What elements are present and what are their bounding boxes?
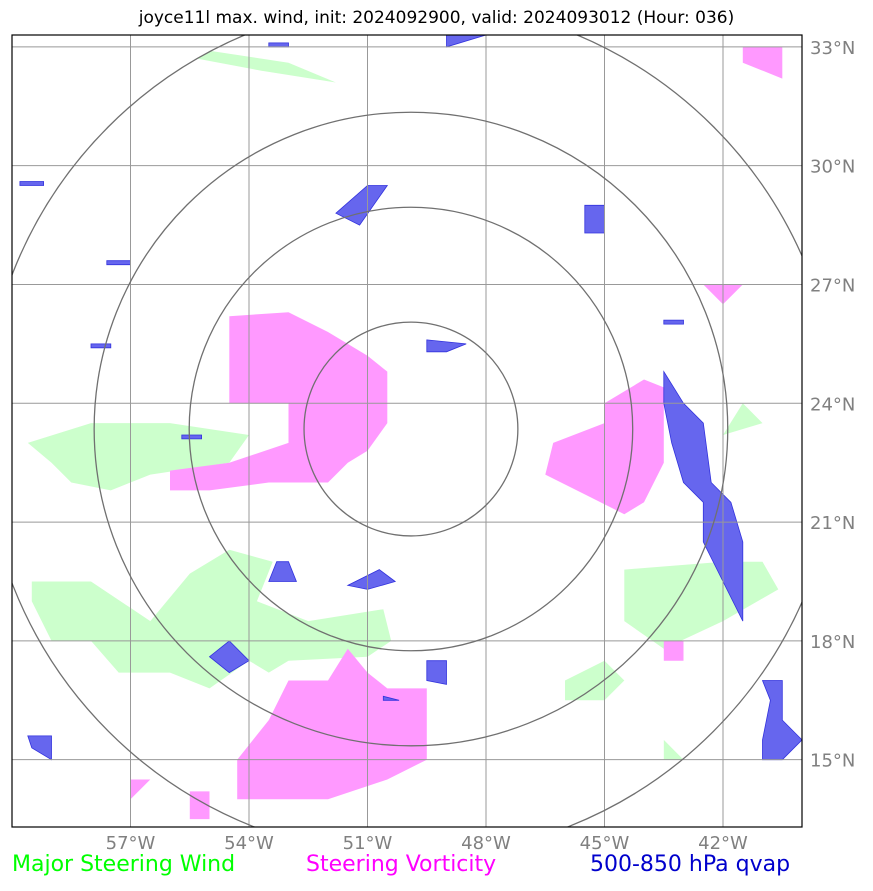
layer-3-patch [268,42,289,48]
layer-1-patch [663,739,684,760]
lon-tick-label: 45°W [580,833,630,854]
layer-3-patch [90,343,112,349]
lat-tick-label: 24°N [810,394,855,415]
layer-3-patch [346,569,397,590]
tick-labels: 57°W 54°W 51°W 48°W 45°W 42°W 15°N 18°N 21°N 24°N… [106,38,856,854]
layer-1-patch [624,561,779,649]
legend-major-steering-wind: Major Steering Wind [12,852,236,877]
layer-3-patch [426,660,447,685]
layer-3-patch [208,640,250,674]
chart-title: joyce11l max. wind, init: 2024092900, va… [138,8,735,28]
lon-tick-label: 54°W [224,833,274,854]
layer-3-patch [27,735,52,761]
layer-2-patch [130,779,151,800]
lat-tick-label: 30°N [810,157,855,178]
layer-3-patch [335,185,389,226]
layer-2-patch [742,46,783,79]
lon-tick-label: 51°W [343,833,393,854]
legend-qvap: 500-850 hPa qvap [590,852,791,877]
layer-3-patch [663,319,684,325]
layer-1-patch [27,423,249,491]
layer-1-patch [565,660,625,701]
map-frame [11,34,803,828]
layer-2-patch [663,640,684,661]
lat-tick-label: 27°N [810,275,855,296]
layer-1-patch [31,549,392,689]
layer-3-patch [446,35,487,48]
layer-1-patch [197,50,336,83]
legend-steering-vorticity: Steering Vorticity [306,852,497,877]
range-ring [188,206,634,652]
lon-tick-label: 42°W [698,833,748,854]
layer-3-patch [584,204,605,234]
layer-3-patch [106,260,131,266]
gridlines [12,35,802,827]
layer-1-patch [723,403,763,435]
lat-tick-label: 21°N [810,513,855,534]
layer-3-patch [19,181,44,186]
layer-3-patch [426,339,467,353]
range-rings [12,35,802,827]
layer-major-steering-wind [27,50,779,760]
lon-tick-label: 57°W [106,833,156,854]
range-ring [303,321,519,537]
lat-tick-label: 33°N [810,38,855,59]
layer-3-patch [268,561,297,582]
layer-2-patch [237,648,427,800]
range-ring [93,111,729,747]
layer-3-patch [761,680,802,761]
lat-tick-label: 15°N [810,751,855,772]
data-layers [19,35,802,820]
layer-3-patch [382,695,400,701]
lat-tick-label: 18°N [810,632,855,653]
layer-3-patch [181,434,203,440]
lon-tick-label: 48°W [461,833,511,854]
